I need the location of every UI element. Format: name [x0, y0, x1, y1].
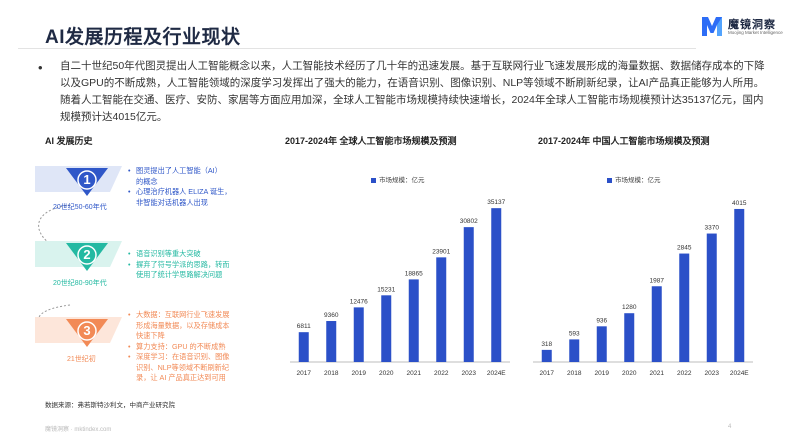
stage-3-badge — [77, 321, 97, 341]
stage-3-item: • 大数据：互联网行业飞速发展 形成海量数据，以及存储成本 快速下降 — [128, 310, 230, 340]
bar-value-label: 6811 — [297, 323, 311, 330]
stage-3-item: • 深度学习：在语音识别、图像 识别、NLP等领域不断刷新纪 录，让 AI 产品真正达… — [128, 352, 230, 382]
stage-2-badge — [77, 245, 97, 265]
stage-1-badge — [77, 170, 97, 190]
x-tick-label: 2019 — [595, 370, 610, 377]
bar — [624, 313, 635, 362]
stage-2-number: 2 — [83, 247, 91, 262]
data-source: 数据来源：弗若斯特沙利文，中商产业研究院 — [45, 402, 175, 409]
bar — [596, 326, 607, 362]
bar — [541, 349, 552, 362]
bar — [706, 233, 717, 362]
stage-2-details: • 语音识别等重大突破 • 摒弃了符号学派的思路，转而 使用了统计学思路解决问题 — [128, 249, 229, 281]
china-market-bar-chart: 318 2017 593 2018 936 2019 1280 2020 1987 2021 284… — [533, 200, 753, 377]
intro-paragraph: 自二十世纪50年代图灵提出人工智能概念以来，人工智能技术经历了几十年的迅速发展。… — [60, 60, 765, 123]
bar — [463, 227, 474, 362]
x-tick-label: 2017 — [540, 370, 555, 377]
bar — [381, 295, 392, 362]
stage-2-item: • 语音识别等重大突破 — [128, 249, 201, 258]
x-tick-label: 2018 — [567, 370, 582, 377]
page-number: 4 — [728, 424, 732, 430]
x-tick-label: 2024E — [730, 370, 749, 377]
history-section-title: AI 发展历史 — [45, 136, 93, 146]
bar-value-label: 936 — [596, 317, 607, 324]
ai-history-timeline: 1 2 3 20世纪50-60年代 20世纪80-90年代 21世纪初 • 图灵提… — [0, 150, 280, 400]
bar — [436, 257, 447, 362]
logo-tagline: Moojing Market Intelligence — [728, 30, 783, 35]
bar — [569, 339, 580, 362]
stage-3-item: • 算力支持：GPU 的不断成熟 — [128, 341, 226, 351]
stage-1-item: • 心理治疗机器人 ELIZA 诞生， 非智能对话机器人出现 — [128, 187, 232, 207]
bar-value-label: 9360 — [324, 312, 339, 319]
timeline-dashed-connector — [38, 204, 71, 336]
bar-value-label: 15231 — [377, 286, 395, 293]
x-tick-label: 2020 — [622, 370, 637, 377]
footer-watermark: 魔镜洞察 · mktindex.com — [45, 427, 112, 433]
x-tick-label: 2024E — [487, 370, 506, 377]
x-tick-label: 2023 — [705, 370, 720, 377]
x-tick-label: 2020 — [379, 370, 394, 377]
bar-value-label: 593 — [569, 330, 580, 337]
bar — [651, 286, 662, 362]
stage-1-number: 1 — [83, 172, 91, 187]
brand-logo: 魔镜洞察 Moojing Market Intelligence — [700, 12, 783, 40]
bar — [298, 332, 309, 362]
timeline-graphics — [35, 166, 122, 347]
x-tick-label: 2022 — [434, 370, 449, 377]
bar-value-label: 30802 — [460, 218, 478, 225]
bar-value-label: 1280 — [622, 304, 637, 311]
x-tick-label: 2017 — [297, 370, 312, 377]
legend-swatch — [371, 177, 376, 183]
bar — [679, 253, 690, 362]
title-divider — [18, 48, 696, 49]
bar — [491, 208, 502, 362]
bar-value-label: 318 — [541, 341, 552, 348]
bar — [734, 208, 745, 362]
x-tick-label: 2018 — [324, 370, 339, 377]
logo-name: 魔镜洞察 — [728, 19, 776, 31]
global-market-bar-chart: 6811 2017 9360 2018 12476 2019 15231 2020 18865 2… — [290, 199, 510, 377]
x-tick-label: 2021 — [407, 370, 422, 377]
legend-swatch — [607, 177, 612, 183]
bar — [326, 321, 337, 362]
stage-3-number: 3 — [83, 323, 91, 338]
global-chart-title: 2017-2024年 全球人工智能市场规模及预测 — [285, 136, 457, 146]
intro-bullet: • — [38, 60, 43, 75]
bar-value-label: 12476 — [350, 298, 368, 305]
stage-3-era: 21世纪初 — [67, 356, 96, 363]
x-tick-label: 2023 — [462, 370, 477, 377]
x-tick-label: 2021 — [650, 370, 665, 377]
china-chart-legend: 市场规模：亿元 — [607, 174, 661, 184]
bar-value-label: 4015 — [732, 200, 747, 207]
stage-1-details: • 图灵提出了人工智能（AI） 的概念 • 心理治疗机器人 ELIZA 诞生， 非智能对… — [128, 166, 231, 208]
stage-1-item: • 图灵提出了人工智能（AI） 的概念 — [128, 166, 222, 186]
global-chart-legend: 市场规模：亿元 — [371, 174, 425, 184]
stage-1-era: 20世纪50-60年代 — [53, 204, 107, 211]
page-title: AI发展历程及行业现状 — [45, 27, 241, 48]
x-tick-label: 2019 — [352, 370, 367, 377]
stage-2-item: • 摒弃了符号学派的思路，转而 使用了统计学思路解决问题 — [128, 259, 230, 280]
moojing-logo-icon — [702, 17, 722, 36]
china-chart-title: 2017-2024年 中国人工智能市场规模及预测 — [538, 136, 710, 146]
x-tick-label: 2022 — [677, 370, 692, 377]
stage-2-era: 20世纪80-90年代 — [53, 280, 107, 287]
bar-value-label: 2845 — [677, 245, 692, 252]
bar-value-label: 35137 — [487, 199, 505, 206]
bar — [408, 279, 419, 362]
bar-value-label: 23901 — [432, 248, 450, 255]
bar — [353, 307, 364, 362]
stage-3-details: • 大数据：互联网行业飞速发展 形成海量数据，以及存储成本 快速下降 • 算力支持：GP… — [128, 310, 229, 384]
bar-value-label: 1987 — [650, 277, 665, 284]
bar-value-label: 3370 — [705, 225, 720, 232]
bar-value-label: 18865 — [405, 270, 423, 277]
